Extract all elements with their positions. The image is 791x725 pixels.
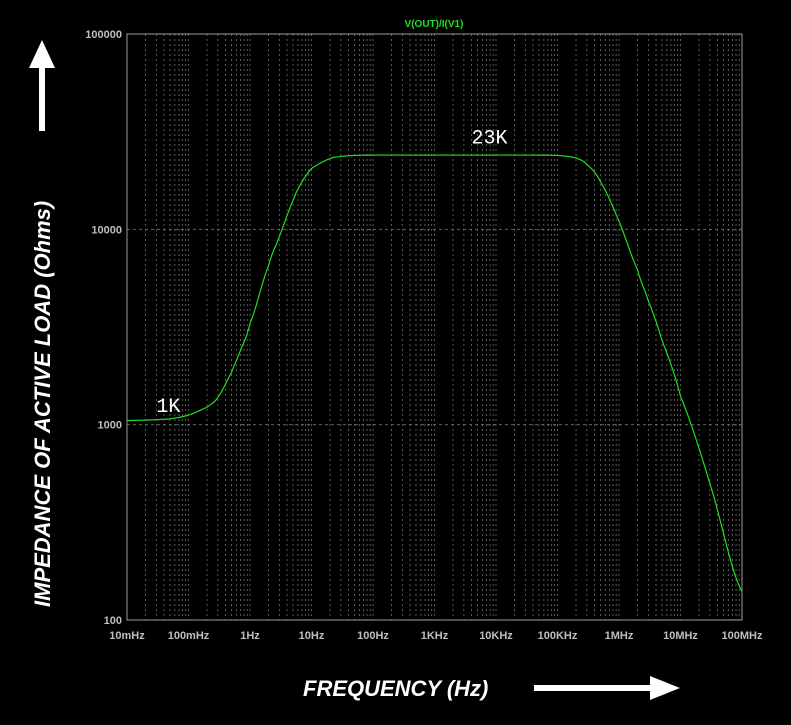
x-tick-label: 10Hz (299, 630, 325, 642)
x-axis-arrow (534, 676, 680, 700)
y-tick-label: 1000 (98, 420, 122, 432)
x-tick-label: 100Hz (357, 630, 389, 642)
x-tick-label: 10KHz (479, 630, 513, 642)
value-annotation: 23K (472, 128, 508, 151)
y-axis-label: IMPEDANCE OF ACTIVE LOAD (Ohms) (30, 201, 55, 607)
value-annotation: 1K (156, 396, 180, 419)
y-axis-arrow (29, 40, 55, 131)
x-tick-label: 100MHz (722, 630, 763, 642)
x-tick-label: 1Hz (240, 630, 260, 642)
x-tick-label: 10MHz (663, 630, 698, 642)
annotations: 1K 23K (156, 128, 507, 420)
x-tick-label: 100mHz (168, 630, 210, 642)
grid (127, 34, 742, 620)
x-axis-label: FREQUENCY (Hz) (303, 676, 488, 701)
plot-frame (126, 33, 743, 621)
x-tick-label: 10mHz (109, 630, 145, 642)
x-tick-labels: 10mHz 100mHz 1Hz 10Hz 100Hz 1KHz 10KHz 100KHz 1M… (109, 630, 763, 642)
y-tick-label: 100000 (85, 29, 122, 41)
y-tick-label: 100 (104, 615, 122, 627)
x-tick-label: 1MHz (605, 630, 634, 642)
impedance-trace (126, 154, 743, 592)
y-tick-label: 10000 (91, 224, 122, 236)
y-tick-labels: 100000 10000 1000 100 (85, 29, 122, 627)
x-tick-label: 1KHz (421, 630, 449, 642)
trace-title: V(OUT)/I(V1) (405, 19, 464, 30)
x-tick-label: 100KHz (538, 630, 578, 642)
